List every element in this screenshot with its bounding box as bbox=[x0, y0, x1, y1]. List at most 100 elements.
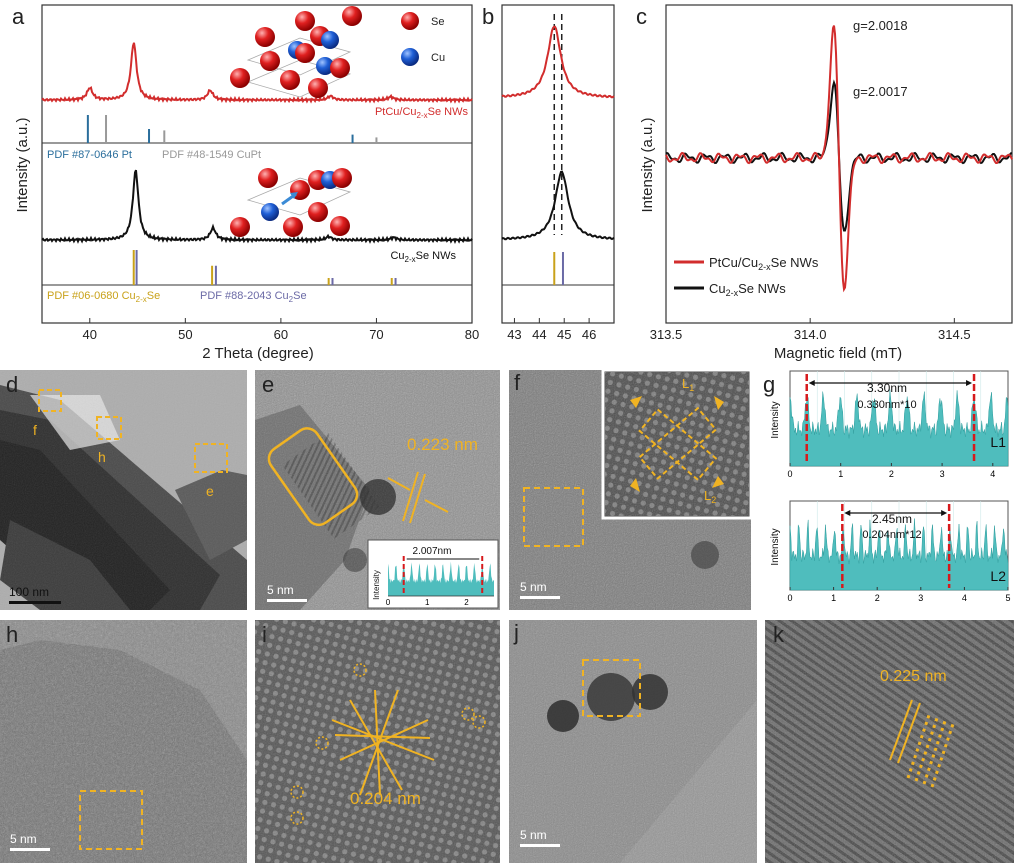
zoom-region-h bbox=[79, 790, 143, 850]
panel-label-h: h bbox=[6, 622, 18, 647]
span-arrow-head-right bbox=[966, 380, 973, 386]
scale-label-e: 5 nm bbox=[267, 583, 294, 597]
panel-d: d f h e 100 nm bbox=[0, 370, 247, 610]
line-label-l1: L1 bbox=[682, 376, 694, 393]
legend-label-ptcu: PtCu/Cu2-xSe NWs bbox=[709, 255, 819, 272]
profile-area bbox=[789, 389, 1009, 467]
region-label-e: e bbox=[206, 483, 214, 499]
crystal-structure-cu2se bbox=[230, 168, 352, 237]
panel-a: a Intensity (a.u.) 2 Theta (degree) 40 50… bbox=[12, 4, 479, 362]
xtick-label: 43 bbox=[507, 327, 521, 342]
line-label-l2: L2 bbox=[704, 488, 716, 505]
scale-bar-f bbox=[520, 596, 560, 599]
profile-l2-label: L2 bbox=[990, 568, 1006, 584]
legend-se-label: Se bbox=[431, 16, 444, 28]
lattice-lines-i bbox=[331, 689, 435, 796]
spacing-label-i: 0.204 nm bbox=[350, 789, 421, 808]
xtick-label: 1 bbox=[831, 593, 836, 603]
region-box-f bbox=[38, 389, 62, 412]
xtick-label: 0 bbox=[787, 593, 792, 603]
g-value-cu2se: g=2.0017 bbox=[853, 84, 908, 99]
profile-area bbox=[789, 518, 1009, 591]
panel-label-d: d bbox=[6, 372, 18, 397]
epr-curve-ptcu bbox=[665, 25, 1013, 293]
fringe-line-k1 bbox=[889, 699, 913, 761]
xtick-label: 40 bbox=[83, 327, 97, 342]
ref-label-pt: PDF #87-0646 Pt bbox=[47, 149, 132, 161]
fringe-line-k2 bbox=[897, 702, 921, 764]
fringe-line-1 bbox=[402, 471, 419, 522]
inset-annotation: 2.007nm bbox=[413, 546, 452, 557]
series-label-ptcu: PtCu/Cu2-xSe NWs bbox=[375, 106, 469, 120]
xtick-label: 2 bbox=[875, 593, 880, 603]
panel-label-j: j bbox=[513, 620, 519, 645]
xtick-label: 314.5 bbox=[938, 327, 971, 342]
panel-i: i 0.204 nm bbox=[255, 620, 500, 863]
inset-plot: 0 1 2 bbox=[386, 556, 494, 607]
xtick-label: 44 bbox=[532, 327, 546, 342]
profile-l2-annot-2: 0.204nm*12 bbox=[862, 529, 921, 541]
xrd-zoom-curve-ptcu bbox=[501, 25, 615, 99]
zoom-inset-f: L1 L2 bbox=[601, 368, 753, 520]
xrd-curve-cu2se bbox=[41, 169, 473, 245]
panel-label-e: e bbox=[262, 372, 274, 397]
xtick-label: 3 bbox=[918, 593, 923, 603]
profile-plot-l1: 0 1 2 3 4 bbox=[787, 370, 1009, 479]
atom-legend: Se Cu bbox=[401, 12, 445, 66]
legend-label-cu2se: Cu2-xSe NWs bbox=[709, 281, 786, 298]
profile-l1-ylabel: Intensity bbox=[770, 401, 781, 438]
xtick-label: 4 bbox=[962, 593, 967, 603]
panel-c-frame bbox=[665, 4, 1013, 324]
scale-bar-j bbox=[520, 844, 560, 847]
zoom-region-f bbox=[523, 487, 584, 547]
xtick-label: 80 bbox=[465, 327, 479, 342]
profile-arrow-1b bbox=[712, 476, 724, 488]
inset-xtick-label: 2 bbox=[464, 598, 469, 607]
scale-label-d: 100 nm bbox=[9, 585, 49, 599]
panel-label-a: a bbox=[12, 4, 25, 29]
scale-bar-e bbox=[267, 599, 307, 602]
spacing-arrow-right bbox=[424, 499, 449, 513]
profile-l1-annot-1: 3.30nm bbox=[867, 381, 907, 395]
panel-label-c: c bbox=[636, 4, 647, 29]
region-label-f: f bbox=[33, 422, 37, 438]
xtick-label: 50 bbox=[178, 327, 192, 342]
xtick-label: 1 bbox=[838, 469, 843, 479]
panel-a-xlabel: 2 Theta (degree) bbox=[202, 345, 313, 362]
se-atom-icon bbox=[401, 12, 419, 30]
panel-label-g: g bbox=[763, 372, 775, 397]
panel-label-i: i bbox=[262, 622, 267, 647]
panel-k: k 0.225 nm bbox=[765, 620, 1014, 863]
fringe-line-2 bbox=[409, 473, 426, 524]
profile-arrow-2a bbox=[714, 396, 724, 410]
xrd-curve-ptcu bbox=[41, 42, 473, 104]
inset-xtick-label: 1 bbox=[425, 598, 430, 607]
panel-h: h 5 nm bbox=[0, 620, 247, 863]
xtick-label: 46 bbox=[582, 327, 596, 342]
peak-position-dashes bbox=[553, 14, 563, 235]
panel-a-ylabel: Intensity (a.u.) bbox=[14, 117, 31, 212]
lattice-region-outline bbox=[267, 427, 359, 527]
profile-arrow-1a bbox=[630, 396, 642, 408]
xtick-label: 60 bbox=[274, 327, 288, 342]
span-arrow-head-left bbox=[844, 510, 851, 516]
xtick-label: 0 bbox=[787, 469, 792, 479]
profile-l1-label: L1 bbox=[990, 434, 1006, 450]
profile-l2-annot-1: 2.45nm bbox=[872, 512, 912, 526]
xtick-label: 70 bbox=[369, 327, 383, 342]
crystal-structure-ptcu bbox=[230, 6, 362, 98]
panel-c-xticks: 313.5 314.0 314.5 bbox=[650, 318, 971, 342]
panel-f: f 5 nm L1 L2 bbox=[509, 368, 753, 610]
xtick-label: 45 bbox=[557, 327, 571, 342]
xtick-label: 2 bbox=[889, 469, 894, 479]
xtick-label: 4 bbox=[990, 469, 995, 479]
spacing-arrow-left bbox=[387, 477, 411, 491]
panel-b-xticks: 43 44 45 46 bbox=[507, 318, 596, 342]
scale-bar-d bbox=[9, 601, 61, 604]
region-box-h bbox=[96, 416, 122, 440]
xtick-label: 313.5 bbox=[650, 327, 683, 342]
spacing-label-k: 0.225 nm bbox=[880, 668, 947, 685]
panel-e: e 0.223 nm 5 nm 0 1 2 Intensity 2.007nm bbox=[255, 370, 500, 610]
xrd-zoom-curve-cu2se bbox=[501, 170, 615, 241]
ref-label-cu2xse: PDF #06-0680 Cu2-xSe bbox=[47, 290, 160, 304]
